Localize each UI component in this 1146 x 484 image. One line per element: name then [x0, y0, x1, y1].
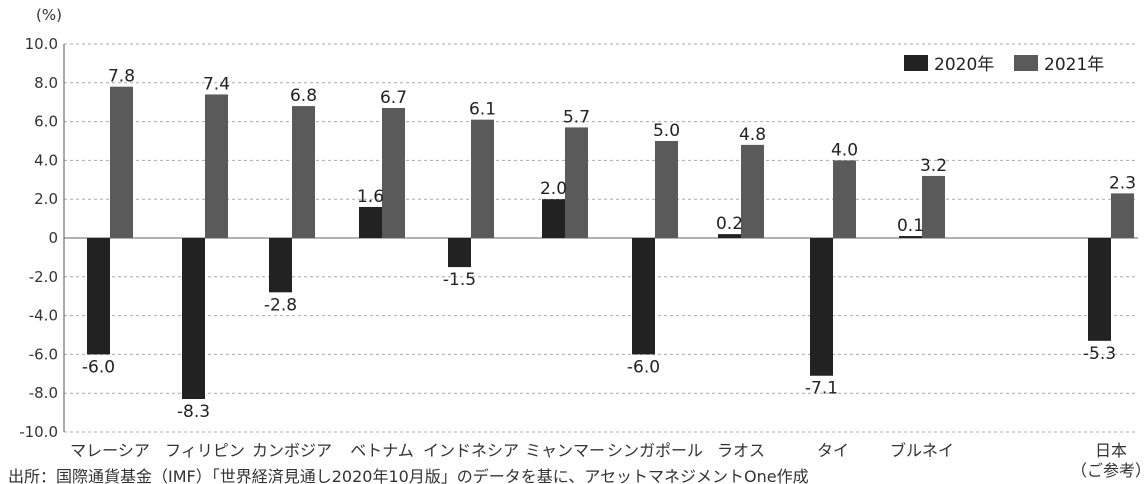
category-label: ミャンマー: [525, 441, 605, 460]
value-label-2021: 6.1: [469, 100, 496, 120]
bar-2020: [810, 238, 833, 376]
legend: 2020年 2021年: [904, 55, 1104, 75]
bar-2021: [110, 86, 133, 239]
grid-layer: [64, 43, 1138, 433]
value-label-2021: 6.8: [290, 86, 317, 106]
bar-2021: [1111, 193, 1134, 238]
y-tick-label: -6.0: [29, 345, 58, 363]
value-label-layer: -6.0 -8.3 -2.8 1.6 -1.5 2.0 -6.0 0.2 -7.1 0.1 -5.3…: [82, 67, 1136, 422]
y-tick-label: -2.0: [29, 268, 58, 286]
value-label-2020: -5.3: [1083, 344, 1116, 364]
legend-swatch-2021: [1014, 55, 1038, 71]
value-label-2020: -1.5: [443, 270, 476, 290]
bar-2020: [632, 238, 655, 355]
value-label-2021: 3.2: [920, 156, 947, 176]
bar-2020: [718, 234, 741, 238]
y-tick-label: -8.0: [29, 384, 58, 402]
value-label-2021: 5.7: [563, 107, 590, 127]
y-axis-unit-label: (%): [36, 6, 62, 24]
value-label-2020: 2.0: [540, 179, 567, 199]
legend-label-2021: 2021年: [1044, 55, 1104, 75]
y-tick-label: 8.0: [34, 74, 58, 92]
bar-2021: [205, 94, 228, 238]
bar-2021: [382, 108, 405, 239]
y-tick-label: 6.0: [34, 113, 58, 131]
legend-swatch-2020: [904, 55, 928, 71]
bar-2021: [833, 160, 856, 238]
value-label-2020: -2.8: [264, 295, 297, 315]
legend-label-2020: 2020年: [934, 55, 994, 75]
value-label-2021: 4.8: [739, 125, 766, 145]
y-tick-label: -4.0: [29, 307, 58, 325]
bar-2020: [899, 236, 922, 238]
category-label: インドネシア: [423, 441, 519, 460]
bar-2020: [542, 199, 565, 238]
bar-2020: [1088, 238, 1111, 341]
category-label: ラオス: [717, 441, 765, 460]
bar-2021: [565, 127, 588, 238]
value-label-2020: 0.2: [716, 214, 743, 234]
category-label: ブルネイ: [890, 441, 954, 460]
category-label: フィリピン: [165, 441, 245, 460]
y-tick-label: 0: [48, 229, 58, 247]
category-sublabel: （ご参考）: [1071, 461, 1146, 480]
y-tick-label: -10.0: [19, 423, 58, 441]
category-label: カンボジア: [252, 441, 332, 460]
bar-2021: [471, 119, 494, 238]
value-label-2021: 4.0: [831, 140, 858, 160]
value-label-2020: -6.0: [627, 357, 660, 377]
value-label-2020: 0.1: [897, 216, 924, 236]
category-label: タイ: [817, 441, 849, 460]
bar-2021: [655, 141, 678, 238]
category-label-layer: マレーシア フィリピン カンボジア ベトナム インドネシア ミャンマー シンガポール ラオス タ…: [70, 441, 1146, 480]
source-note: 出所：国際通貨基金（IMF）「世界経済見通し2020年10月版」のデータを基に、…: [8, 467, 809, 484]
y-tick-label: 4.0: [34, 151, 58, 169]
category-label: ベトナム: [350, 441, 414, 460]
category-label: 日本: [1095, 441, 1127, 460]
category-label: マレーシア: [70, 441, 150, 460]
bar-2020: [448, 238, 471, 268]
value-label-2020: -8.3: [177, 402, 210, 422]
bar-2021: [741, 144, 764, 238]
value-label-2020: 1.6: [357, 187, 384, 207]
bar-2021: [292, 106, 315, 238]
bar-2020: [182, 238, 205, 400]
bar-2021: [922, 175, 945, 238]
value-label-2021: 7.4: [203, 74, 230, 94]
value-label-2021: 5.0: [653, 121, 680, 141]
value-label-2020: -7.1: [805, 379, 838, 399]
bar-layer: [87, 86, 1134, 400]
bar-2020: [359, 206, 382, 238]
value-label-2021: 7.8: [108, 67, 135, 87]
y-tick-label: 10.0: [25, 35, 58, 53]
axis-layer: (%) 10.0 8.0 6.0 4.0 2.0 0 -2.0 -4.0 -6.0 -8.0 -10…: [19, 6, 65, 441]
value-label-2021: 6.7: [380, 88, 407, 108]
category-label: シンガポール: [607, 441, 703, 460]
bar-2020: [87, 238, 110, 355]
y-tick-label: 2.0: [34, 190, 58, 208]
bar-2020: [269, 238, 292, 293]
value-label-2021: 2.3: [1109, 173, 1136, 193]
value-label-2020: -6.0: [82, 357, 115, 377]
